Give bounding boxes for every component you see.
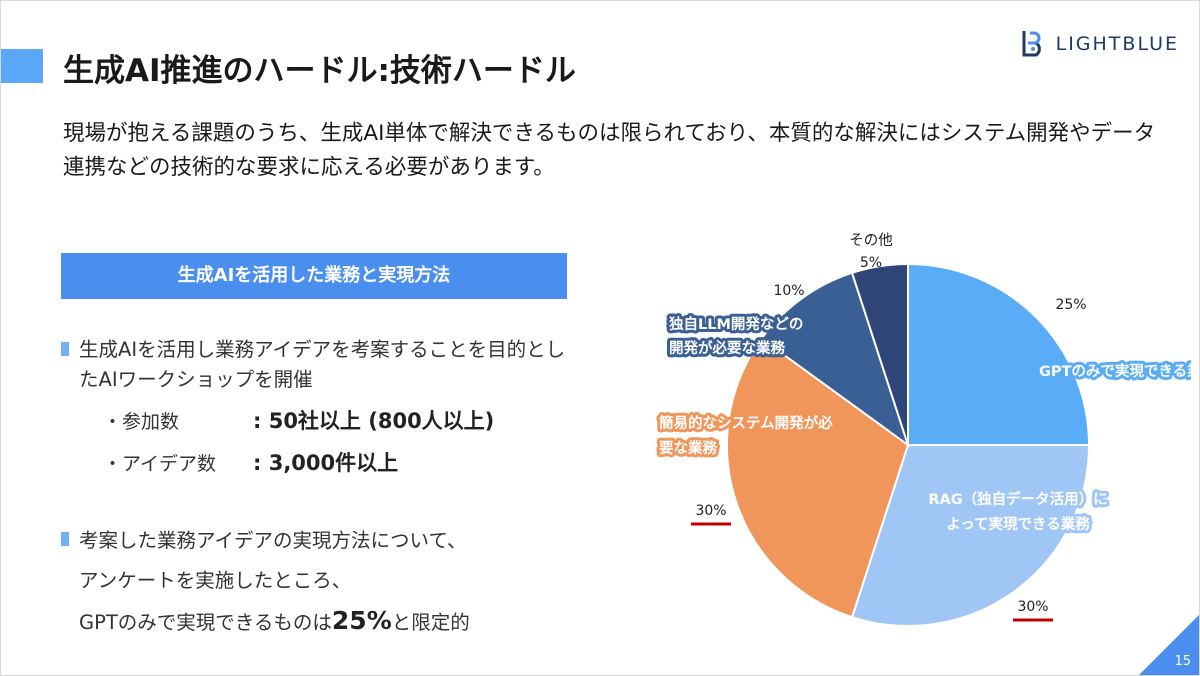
participants-label: ・参加数 (103, 411, 180, 433)
bullet-square-icon (61, 342, 69, 356)
participants-row: ・参加数 : 50社以上 (800人以上) (103, 405, 494, 435)
page-number-corner (1139, 615, 1199, 675)
page-title: 生成AI推進のハードル:技術ハードル (63, 53, 576, 89)
survey-line-3-post: と限定的 (391, 611, 470, 634)
survey-line-3-pre: GPTのみで実現できるものは (79, 611, 332, 634)
pie-slice-2 (726, 337, 910, 619)
slice-label-3-line-0: 独自LLM開発などの (669, 315, 803, 333)
logo: LIGHTBLUE (1016, 27, 1179, 61)
slice-percent-1: 30% (1017, 599, 1048, 615)
pie-slice-1 (850, 444, 1091, 627)
pie-slice-4 (850, 262, 909, 446)
slice-label-4: その他 (849, 232, 893, 249)
slice-label-2-line-1: 要な業務 (659, 439, 717, 457)
slice-label-1-line-1: よって実現できる業務 (946, 515, 1090, 533)
lead-text: 現場が抱える課題のうち、生成AI単体で解決できるものは限られており、本質的な解決… (63, 121, 1156, 180)
bullet-text: 生成AIを活用し業務アイデアを考案することを目的としたAIワークショップを開催 (79, 338, 566, 391)
slice-percent-0: 25% (1055, 297, 1086, 313)
ideas-value: : 3,000件以上 (253, 451, 399, 475)
slice-percent-2: 30% (695, 503, 726, 519)
bullet-text: 考案した業務アイデアの実現方法について、 アンケートを実施したところ、 GPTの… (79, 521, 581, 643)
survey-highlight-percent: 25% (331, 606, 392, 635)
lightblue-logo-icon (1022, 31, 1041, 57)
title-accent-bar (1, 49, 43, 83)
survey-line-1: 考案した業務アイデアの実現方法について、 (79, 529, 467, 552)
bullet-workshop: 生成AIを活用し業務アイデアを考案することを目的としたAIワークショップを開催 (61, 335, 581, 395)
participants-value: : 50社以上 (800人以上) (253, 409, 495, 433)
page-number: 15 (1174, 654, 1191, 669)
survey-line-3: GPTのみで実現できるものは25%と限定的 (79, 601, 581, 643)
ideas-row: ・アイデア数 : 3,000件以上 (103, 447, 398, 477)
bullet-square-icon (61, 532, 69, 546)
ideas-label: ・アイデア数 (103, 453, 217, 475)
slice-label-1-line-0: RAG（独自データ活用）に (928, 490, 1107, 508)
pie-slice-0 (907, 262, 1091, 446)
section-heading: 生成AIを活用した業務と実現方法 (61, 253, 567, 299)
logo-text: LIGHTBLUE (1055, 33, 1179, 55)
slice-label-0: GPTのみで実現できる業務 (1039, 362, 1191, 380)
slice-label-3-line-1: 開発が必要な業務 (669, 339, 785, 357)
slice-percent-4: 5% (860, 255, 882, 271)
slice-percent-3: 10% (773, 283, 804, 299)
slice-label-2-line-0: 簡易的なシステム開発が必 (659, 414, 833, 432)
bullet-survey: 考案した業務アイデアの実現方法について、 アンケートを実施したところ、 GPTの… (61, 521, 581, 643)
pie-slice-3 (760, 271, 910, 448)
survey-line-2: アンケートを実施したところ、 (79, 569, 352, 592)
